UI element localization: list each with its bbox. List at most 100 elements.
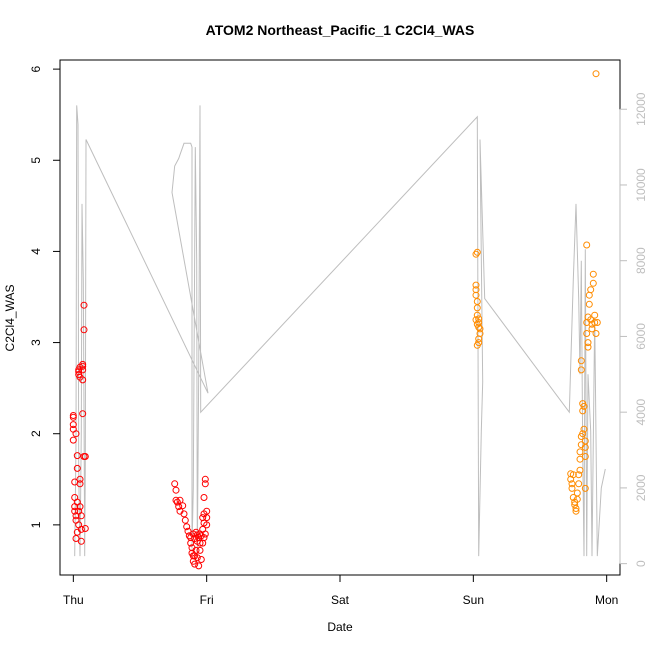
data-point: [472, 316, 480, 324]
data-point: [77, 512, 85, 520]
x-tick-label: Sat: [331, 593, 350, 607]
data-point: [572, 507, 580, 515]
data-point: [189, 530, 197, 538]
data-point: [185, 532, 193, 540]
data-point: [180, 510, 188, 518]
y2-tick-label: 10000: [634, 168, 648, 202]
data-point: [475, 335, 483, 343]
data-point: [472, 281, 480, 289]
data-point: [191, 535, 199, 542]
data-point: [72, 430, 80, 438]
x-tick-label: Thu: [63, 593, 84, 607]
data-point: [584, 339, 592, 347]
y-tick-label: 2: [29, 430, 43, 437]
data-point: [192, 546, 200, 554]
data-point: [77, 525, 85, 533]
plot-frame: [59, 59, 621, 576]
data-point: [201, 480, 209, 488]
data-point: [72, 535, 80, 542]
data-point: [575, 471, 583, 479]
data-point: [568, 484, 576, 492]
data-point: [583, 330, 591, 337]
data-point: [589, 279, 597, 287]
left-axis: 1 2 3 4 5 6: [29, 65, 61, 528]
data-point: [196, 546, 204, 554]
data-point: [573, 489, 581, 497]
data-point: [581, 453, 589, 460]
y2-tick-label: 8000: [634, 247, 648, 274]
data-point: [76, 503, 84, 511]
data-point: [203, 521, 211, 529]
y-tick-label: 5: [29, 157, 43, 164]
data-point: [183, 523, 191, 531]
data-point: [79, 362, 87, 370]
data-point: [69, 436, 77, 444]
data-point: [79, 376, 87, 384]
data-point: [76, 480, 84, 488]
y-tick-label: 6: [29, 65, 43, 72]
data-point: [80, 326, 88, 334]
data-point: [187, 539, 195, 547]
data-point: [191, 560, 199, 568]
data-point: [473, 311, 481, 319]
y-tick-label: 4: [29, 248, 43, 255]
data-point: [473, 248, 481, 256]
data-point: [584, 343, 592, 351]
data-point: [73, 452, 81, 460]
data-point: [197, 556, 205, 563]
data-point: [81, 453, 89, 460]
data-point: [593, 319, 601, 326]
y2-tick-label: 12000: [634, 92, 648, 126]
data-point: [473, 298, 481, 305]
data-point: [572, 505, 580, 512]
data-point: [588, 325, 596, 333]
data-point: [179, 502, 187, 510]
data-point: [172, 496, 180, 504]
data-point: [181, 516, 189, 524]
data-point: [80, 301, 88, 309]
data-point: [576, 448, 584, 456]
data-point: [171, 480, 179, 488]
data-point: [576, 466, 584, 474]
data-point: [473, 341, 481, 349]
data-point: [71, 507, 79, 515]
data-point: [585, 300, 593, 308]
data-point: [79, 410, 87, 418]
y-axis-label: C2Cl4_WAS: [3, 285, 17, 352]
data-point: [580, 402, 588, 410]
y2-tick-label: 6000: [634, 323, 648, 350]
data-point: [581, 484, 589, 492]
data-point: [575, 480, 583, 488]
data-point: [472, 250, 480, 258]
data-point: [172, 486, 180, 494]
data-point: [569, 471, 577, 479]
y2-tick-label: 2000: [634, 474, 648, 501]
data-point: [571, 501, 579, 509]
data-point: [579, 430, 587, 438]
y-tick-label: 3: [29, 339, 43, 346]
chart-title: ATOM2 Northeast_Pacific_1 C2Cl4_WAS: [206, 22, 475, 38]
data-point: [473, 304, 481, 312]
data-point: [201, 475, 209, 483]
data-point: [473, 320, 481, 328]
data-point: [587, 286, 595, 294]
y-tick-label: 1: [29, 521, 43, 528]
x-tick-label: Sun: [463, 593, 484, 607]
data-point: [175, 503, 183, 511]
data-point: [200, 494, 208, 501]
altitude-line: [74, 105, 606, 557]
x-axis-label: Date: [327, 620, 353, 634]
data-point: [193, 554, 201, 562]
y2-tick-label: 0: [634, 560, 648, 567]
y2-tick-label: 4000: [634, 398, 648, 425]
data-point: [77, 537, 85, 545]
x-tick-label: Mon: [595, 593, 618, 607]
data-point: [583, 241, 591, 249]
data-point: [203, 514, 211, 522]
data-point: [73, 464, 81, 472]
data-point: [577, 357, 585, 365]
data-point: [589, 270, 597, 278]
data-point: [592, 70, 600, 78]
data-point: [592, 330, 600, 337]
